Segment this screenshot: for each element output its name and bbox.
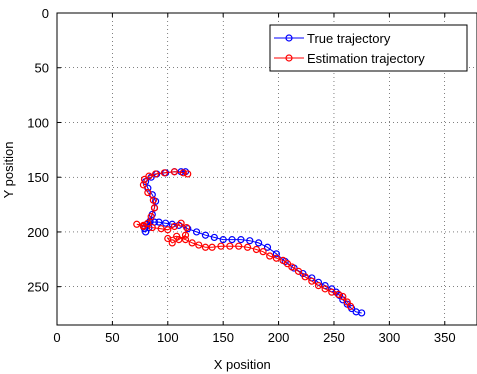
- series-estimation-trajectory: [133, 168, 355, 310]
- data-point: [301, 273, 309, 281]
- data-point: [160, 169, 169, 177]
- data-point: [263, 243, 272, 251]
- legend-entry-estimation-trajectory: Estimation trajectory: [274, 51, 425, 66]
- data-point: [217, 242, 225, 250]
- data-point: [152, 170, 160, 178]
- x-tick-label: 150: [212, 330, 234, 345]
- data-point: [183, 223, 191, 232]
- y-tick-label: 50: [35, 61, 49, 76]
- legend-label-estimation: Estimation trajectory: [307, 51, 425, 66]
- data-point: [328, 288, 336, 296]
- data-point: [272, 254, 280, 262]
- data-point: [192, 228, 201, 236]
- x-tick-label: 100: [157, 330, 179, 345]
- data-point: [288, 263, 296, 271]
- y-tick-label: 200: [27, 225, 49, 240]
- data-point: [201, 243, 210, 251]
- plot-frame: [56, 12, 477, 326]
- data-point: [339, 292, 347, 301]
- data-point: [170, 222, 179, 231]
- x-tick-label: 250: [323, 330, 345, 345]
- data-point: [228, 236, 236, 244]
- data-point: [201, 231, 210, 239]
- data-point: [139, 181, 148, 189]
- data-point: [252, 245, 261, 254]
- x-axis-label: X position: [214, 357, 271, 372]
- y-tick-label: 100: [27, 115, 49, 130]
- data-point: [246, 237, 254, 245]
- data-point: [208, 243, 216, 251]
- data-point: [139, 221, 148, 229]
- data-point: [164, 226, 172, 234]
- data-point: [195, 241, 203, 249]
- data-point: [150, 204, 159, 212]
- x-tick-label: 0: [53, 330, 60, 345]
- legend-label-true: True trajectory: [307, 31, 391, 46]
- data-point: [133, 220, 141, 228]
- data-point: [173, 232, 181, 240]
- data-point: [188, 239, 196, 247]
- data-point: [168, 239, 176, 247]
- data-point: [144, 188, 152, 197]
- x-tick-label: 350: [434, 330, 456, 345]
- data-point: [177, 219, 185, 227]
- data-point: [170, 168, 179, 176]
- data-point: [161, 219, 170, 227]
- data-point: [164, 234, 172, 243]
- x-tick-label: 50: [105, 330, 119, 345]
- data-point: [255, 239, 263, 247]
- data-point: [148, 223, 156, 232]
- legend-box: [269, 24, 468, 72]
- data-point: [294, 267, 303, 275]
- series-layer: [133, 168, 366, 317]
- data-point: [346, 302, 355, 310]
- data-point: [259, 248, 267, 256]
- data-point: [147, 213, 155, 221]
- x-tick-label: 200: [268, 330, 290, 345]
- legend: True trajectory Estimation trajectory: [269, 24, 468, 72]
- data-point: [181, 231, 190, 239]
- data-point: [321, 285, 329, 293]
- data-point: [210, 233, 218, 242]
- data-point: [266, 252, 274, 260]
- x-tick-label: 300: [379, 330, 401, 345]
- data-point: [219, 236, 227, 244]
- data-point: [157, 225, 165, 233]
- legend-entry-true-trajectory: True trajectory: [274, 31, 391, 46]
- y-axis-label: Y position: [1, 142, 16, 199]
- data-point: [358, 309, 366, 317]
- data-point: [184, 170, 192, 178]
- legend-marker-true: [285, 34, 293, 42]
- data-point: [184, 225, 192, 233]
- data-point: [149, 196, 157, 204]
- data-point: [179, 169, 187, 177]
- data-point: [272, 250, 280, 258]
- y-tick-label: 150: [27, 170, 49, 185]
- legend-marker-estimation: [285, 54, 293, 62]
- data-point: [308, 277, 316, 285]
- y-tick-label: 0: [42, 6, 49, 21]
- data-point: [235, 242, 243, 250]
- data-point: [237, 236, 245, 244]
- y-tick-label: 250: [27, 280, 49, 295]
- data-point: [181, 236, 190, 244]
- axis-ticks: 0 50 100 150 200 250 300 350 0 50 100 150 200 250: [27, 6, 455, 345]
- data-point: [155, 218, 163, 226]
- data-point: [314, 281, 323, 290]
- data-point: [243, 243, 252, 251]
- data-point: [226, 242, 234, 250]
